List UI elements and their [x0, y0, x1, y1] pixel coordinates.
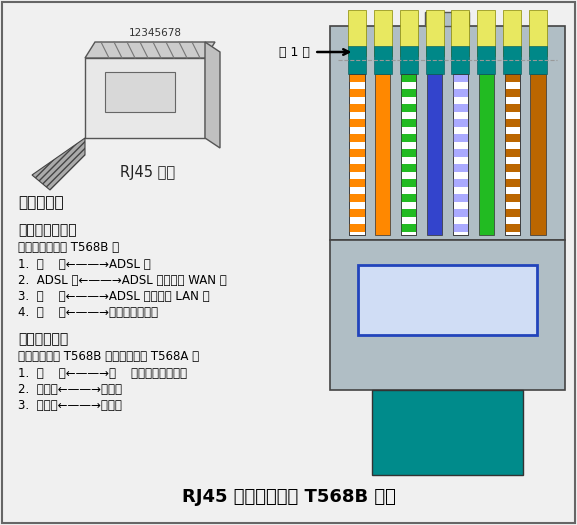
Text: 4.  电    脑←——→集线器或交换机: 4. 电 脑←——→集线器或交换机	[18, 306, 158, 319]
Bar	[453, 74, 468, 235]
Text: RJ45 插头: RJ45 插头	[121, 165, 175, 180]
Bar	[453, 194, 468, 202]
Bar	[453, 209, 468, 217]
Bar	[479, 74, 494, 235]
Bar	[400, 46, 418, 74]
Bar	[504, 134, 520, 142]
Text: 2.  集线器←——→集线器: 2. 集线器←——→集线器	[18, 383, 122, 396]
Text: 2.  ADSL 猫←——→ADSL 路由器的 WAN 口: 2. ADSL 猫←——→ADSL 路由器的 WAN 口	[18, 274, 227, 287]
Text: 一、直连线互连: 一、直连线互连	[18, 223, 77, 237]
Bar	[349, 209, 365, 217]
Bar	[349, 74, 365, 82]
Bar	[401, 74, 416, 82]
Bar	[105, 72, 175, 112]
Text: 第 1 脚: 第 1 脚	[279, 46, 310, 58]
Bar	[453, 119, 468, 127]
Bar	[530, 74, 546, 235]
Text: 二、交叉互连: 二、交叉互连	[18, 332, 68, 346]
Polygon shape	[85, 58, 205, 138]
Bar	[349, 224, 365, 232]
Bar	[349, 164, 365, 172]
Bar	[477, 10, 496, 56]
Bar	[477, 46, 496, 74]
Bar	[349, 104, 365, 112]
Text: 网线的两端均按 T568B 接: 网线的两端均按 T568B 接	[18, 241, 119, 254]
Bar	[372, 390, 523, 475]
Text: 1.  电    脑←——→ADSL 猫: 1. 电 脑←——→ADSL 猫	[18, 258, 151, 271]
Bar	[504, 74, 520, 235]
Bar	[374, 10, 392, 56]
Text: 3.  交换机←——→交换机: 3. 交换机←——→交换机	[18, 399, 122, 412]
Bar	[453, 149, 468, 157]
Bar	[453, 179, 468, 187]
Bar	[349, 149, 365, 157]
Bar	[503, 46, 521, 74]
Bar	[401, 134, 416, 142]
Polygon shape	[32, 138, 85, 190]
Bar	[349, 89, 365, 97]
Bar	[451, 10, 470, 56]
Bar	[330, 240, 565, 390]
Bar	[401, 194, 416, 202]
Bar	[504, 209, 520, 217]
Bar	[504, 74, 520, 82]
Text: RJ45 型网线插头的 T568B 线序: RJ45 型网线插头的 T568B 线序	[182, 488, 395, 506]
Bar	[349, 194, 365, 202]
Text: 网线的一端按 T568B 接，另一端按 T568A 接: 网线的一端按 T568B 接，另一端按 T568A 接	[18, 350, 199, 363]
Text: 1.  电    脑←——→电    脑，即对等网连接: 1. 电 脑←——→电 脑，即对等网连接	[18, 367, 187, 380]
Text: 适用范围：: 适用范围：	[18, 195, 63, 210]
Bar	[358, 265, 537, 335]
Bar	[425, 12, 469, 26]
Bar	[453, 224, 468, 232]
Bar	[349, 179, 365, 187]
Text: 3.  电    脑←——→ADSL 路由器的 LAN 口: 3. 电 脑←——→ADSL 路由器的 LAN 口	[18, 290, 209, 303]
Bar	[401, 74, 416, 235]
Bar	[425, 46, 444, 74]
Text: 12345678: 12345678	[129, 28, 182, 38]
Bar	[504, 164, 520, 172]
Bar	[349, 119, 365, 127]
Bar	[529, 10, 547, 56]
Bar	[504, 194, 520, 202]
Bar	[401, 209, 416, 217]
Bar	[349, 134, 365, 142]
Bar	[349, 74, 365, 235]
Bar	[401, 74, 416, 235]
Bar	[453, 74, 468, 235]
Bar	[349, 74, 365, 235]
Bar	[401, 164, 416, 172]
Polygon shape	[85, 42, 215, 58]
Bar	[374, 46, 392, 74]
Bar	[451, 46, 470, 74]
Bar	[504, 89, 520, 97]
Bar	[504, 104, 520, 112]
Bar	[503, 10, 521, 56]
Bar	[453, 104, 468, 112]
Bar	[348, 10, 366, 56]
Bar	[401, 104, 416, 112]
Bar	[401, 179, 416, 187]
Bar	[401, 119, 416, 127]
Bar	[529, 46, 547, 74]
Bar	[425, 10, 444, 56]
Bar	[453, 89, 468, 97]
Bar	[453, 134, 468, 142]
Bar	[504, 224, 520, 232]
Bar	[427, 74, 442, 235]
Bar	[401, 224, 416, 232]
Bar	[400, 10, 418, 56]
Bar	[348, 46, 366, 74]
Bar	[401, 89, 416, 97]
Bar	[375, 74, 391, 235]
Bar	[401, 149, 416, 157]
Bar	[453, 164, 468, 172]
Bar	[504, 74, 520, 235]
Bar	[453, 74, 468, 82]
Polygon shape	[205, 42, 220, 148]
Bar	[504, 179, 520, 187]
Bar	[504, 119, 520, 127]
Bar	[330, 26, 565, 240]
Bar	[504, 149, 520, 157]
